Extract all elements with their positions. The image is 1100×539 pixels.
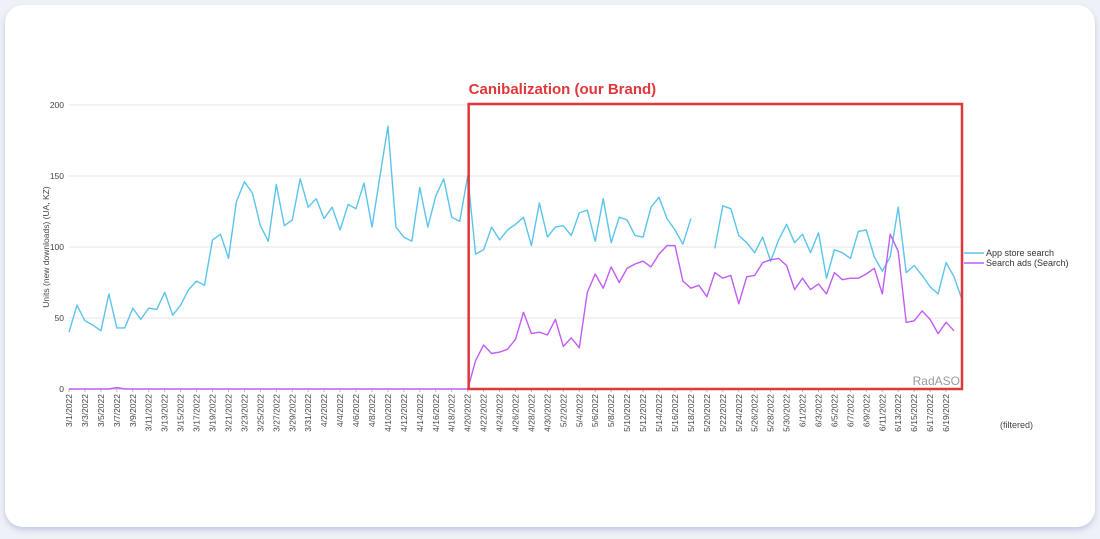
series-lines (68, 125, 963, 390)
x-tick-label: 4/12/2022 (399, 394, 409, 432)
x-tick-label: 6/5/2022 (829, 394, 839, 427)
x-tick-label: 3/3/2022 (80, 394, 90, 427)
annotation-label: Canibalization (our Brand) (469, 81, 657, 98)
x-tick-label: 4/22/2022 (479, 394, 489, 432)
x-tick-label: 6/9/2022 (861, 394, 871, 427)
x-tick-label: 5/18/2022 (686, 394, 696, 432)
x-tick-label: 5/22/2022 (718, 394, 728, 432)
x-tick-label: 6/3/2022 (813, 394, 823, 427)
watermark: RadASO (913, 374, 960, 388)
x-tick-label: 4/24/2022 (495, 394, 505, 432)
y-axis-label: Units (new downloads) (UA, KZ) (41, 186, 51, 308)
x-tick-label: 3/13/2022 (160, 394, 170, 432)
x-tick-label: 5/8/2022 (606, 394, 616, 427)
x-tick-label: 5/14/2022 (654, 394, 664, 432)
x-tick-label: 3/25/2022 (255, 394, 265, 432)
x-tick-label: 4/8/2022 (367, 394, 377, 427)
x-tick-label: 5/10/2022 (622, 394, 632, 432)
x-tick-label: 3/9/2022 (128, 394, 138, 427)
x-tick-label: 4/20/2022 (463, 394, 473, 432)
series-line-0 (68, 125, 963, 333)
filtered-note: (filtered) (1000, 420, 1033, 430)
x-tick-label: 3/31/2022 (303, 394, 313, 432)
x-tick-label: 6/1/2022 (798, 394, 808, 427)
x-tick-label: 4/26/2022 (511, 394, 521, 432)
y-tick-label: 50 (55, 313, 65, 323)
x-tick-label: 3/21/2022 (223, 394, 233, 432)
y-tick-label: 200 (50, 100, 64, 110)
x-tick-label: 6/7/2022 (845, 394, 855, 427)
x-tick-label: 5/6/2022 (590, 394, 600, 427)
y-tick-label: 0 (59, 384, 64, 394)
x-tick-label: 4/14/2022 (415, 394, 425, 432)
x-tick-label: 4/6/2022 (351, 394, 361, 427)
x-tick-label: 6/11/2022 (877, 394, 887, 431)
legend-label: App store search (986, 248, 1054, 258)
x-tick-label: 4/30/2022 (542, 394, 552, 432)
x-tick-label: 4/2/2022 (319, 394, 329, 427)
x-tick-label: 5/28/2022 (766, 394, 776, 432)
x-tick-label: 3/23/2022 (239, 394, 249, 432)
x-tick-label: 6/13/2022 (893, 394, 903, 432)
x-tick-label: 3/11/2022 (144, 394, 154, 431)
x-tick-label: 3/19/2022 (208, 394, 218, 432)
grid-lines (69, 104, 962, 390)
x-tick-label: 5/4/2022 (574, 394, 584, 427)
x-tick-label: 5/2/2022 (558, 394, 568, 427)
x-tick-label: 4/16/2022 (431, 394, 441, 432)
x-tick-label: 5/12/2022 (638, 394, 648, 432)
x-tick-label: 4/18/2022 (447, 394, 457, 432)
x-tick-label: 3/5/2022 (96, 394, 106, 427)
x-tick-label: 3/17/2022 (192, 394, 202, 432)
x-tick-label: 3/29/2022 (287, 394, 297, 432)
x-tick-label: 5/24/2022 (734, 394, 744, 432)
x-tick-label: 3/27/2022 (271, 394, 281, 432)
y-tick-label: 150 (50, 171, 64, 181)
x-tick-label: 6/17/2022 (925, 394, 935, 432)
x-tick-label: 5/16/2022 (670, 394, 680, 432)
x-tick-label: 5/20/2022 (702, 394, 712, 432)
x-axis: 3/1/2022 3/3/2022 3/5/2022 3/7/2022 3/9/2022… (64, 389, 951, 432)
x-tick-label: 6/15/2022 (909, 394, 919, 432)
x-tick-label: 4/4/2022 (335, 394, 345, 427)
x-tick-label: 3/7/2022 (112, 394, 122, 427)
x-tick-label: 3/15/2022 (176, 394, 186, 432)
x-tick-label: 4/10/2022 (383, 394, 393, 432)
x-tick-label: 6/19/2022 (941, 394, 951, 432)
x-tick-label: 5/30/2022 (782, 394, 792, 432)
x-tick-label: 5/26/2022 (750, 394, 760, 432)
series-line-1 (69, 233, 955, 390)
legend-label: Search ads (Search) (986, 258, 1069, 268)
x-tick-label: 4/28/2022 (526, 394, 536, 432)
annotation-box (467, 102, 964, 391)
y-tick-label: 100 (50, 242, 64, 252)
x-tick-label: 3/1/2022 (64, 394, 74, 427)
